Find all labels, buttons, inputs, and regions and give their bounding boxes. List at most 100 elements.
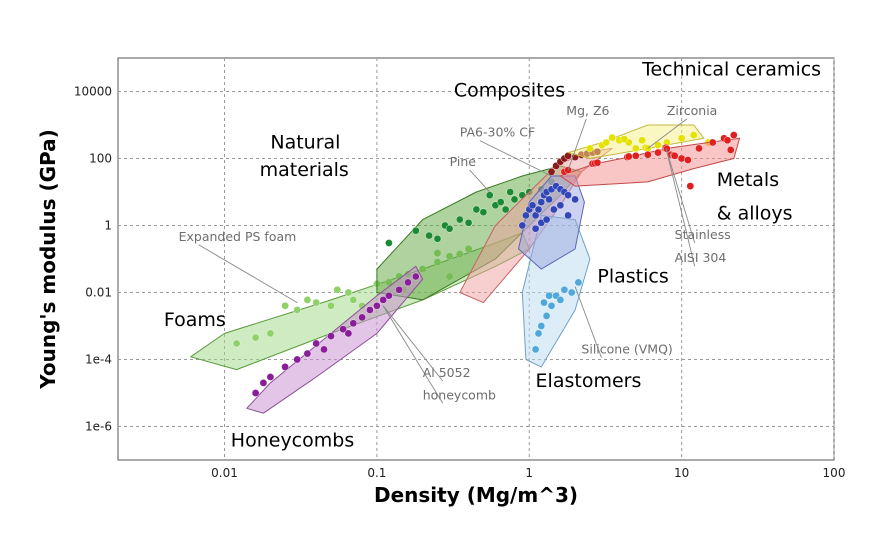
- family-technical-ceramics: [567, 124, 713, 159]
- data-point: [726, 146, 735, 154]
- data-point: [411, 272, 420, 281]
- x-tick-label: 10: [674, 466, 689, 480]
- data-point: [547, 301, 556, 310]
- y-tick-label: 1: [104, 219, 112, 233]
- data-point: [602, 138, 611, 147]
- annotation-leader: [665, 148, 696, 243]
- data-point: [638, 136, 646, 145]
- family-label: Elastomers: [536, 370, 642, 392]
- data-point: [723, 136, 732, 145]
- data-point: [349, 296, 358, 304]
- data-point: [344, 329, 353, 338]
- data-point: [684, 156, 692, 164]
- data-point: [695, 144, 703, 153]
- y-tick-label: 1e-4: [85, 353, 112, 367]
- data-point: [455, 215, 464, 224]
- family-label: Technical ceramics: [641, 59, 821, 81]
- envelope-plastics: [518, 175, 585, 270]
- data-point: [567, 288, 576, 297]
- data-point: [485, 191, 494, 199]
- data-point: [327, 301, 335, 310]
- family-label: Honeycombs: [231, 430, 354, 452]
- data-point: [560, 285, 569, 294]
- data-point: [670, 151, 679, 160]
- data-point: [320, 345, 328, 354]
- data-point: [531, 224, 540, 233]
- family-label: materials: [260, 159, 349, 181]
- data-point: [479, 208, 488, 216]
- x-tick-label: 1: [525, 466, 533, 480]
- data-point: [425, 231, 433, 240]
- family-label: Composites: [454, 80, 565, 102]
- data-point: [564, 166, 572, 174]
- data-point: [608, 133, 617, 142]
- annotation-leader: [382, 305, 444, 382]
- data-point: [654, 148, 662, 157]
- annotation-leader: [469, 169, 491, 193]
- annotation-label: Mg, Z6: [566, 103, 609, 118]
- tick-labels: 0.01 0.1 1 10 100 10000 100 1 0.01 1e-4 1e-6: [74, 85, 846, 481]
- x-tick-label: 100: [823, 466, 846, 480]
- data-point: [327, 332, 335, 340]
- data-point: [385, 291, 393, 300]
- data-point: [445, 224, 454, 233]
- data-point: [537, 322, 546, 330]
- data-point: [556, 201, 565, 210]
- data-point: [472, 205, 481, 214]
- data-point: [395, 285, 403, 294]
- data-point: [506, 188, 515, 196]
- annotation-label: Zirconia: [667, 103, 717, 118]
- data-point: [632, 144, 640, 153]
- data-point: [281, 301, 289, 310]
- data-point: [540, 298, 548, 307]
- data-point: [522, 211, 530, 220]
- annotation-leader: [479, 140, 552, 177]
- y-tick-label: 1e-6: [85, 420, 112, 434]
- data-point: [464, 218, 473, 227]
- data-point: [564, 191, 572, 199]
- annotation-label: PA6-30% CF: [460, 125, 535, 140]
- family-labels: Technical ceramics Composites Natural mater…: [164, 59, 821, 452]
- data-point: [312, 339, 321, 348]
- data-point: [366, 306, 374, 314]
- data-point: [593, 158, 602, 167]
- data-point: [281, 363, 289, 371]
- family-label: Plastics: [597, 265, 668, 287]
- data-point: [496, 198, 505, 206]
- annotation-leader: [665, 148, 696, 267]
- annotation-leader: [198, 244, 298, 303]
- data-point: [358, 313, 366, 322]
- annotation-label: honeycomb: [423, 387, 496, 402]
- data-point: [564, 211, 572, 220]
- data-point: [411, 226, 420, 235]
- data-point: [333, 285, 342, 294]
- data-point: [303, 349, 312, 358]
- data-point: [379, 296, 388, 304]
- data-point: [689, 131, 698, 139]
- data-point: [686, 182, 695, 190]
- data-point: [266, 373, 275, 381]
- data-point: [251, 333, 260, 342]
- annotation-label: AISI 304: [675, 250, 727, 265]
- data-point: [266, 329, 275, 338]
- data-point: [586, 144, 594, 153]
- data-point: [545, 291, 553, 300]
- data-point: [251, 389, 260, 397]
- data-point: [373, 301, 381, 310]
- data-point: [620, 135, 629, 143]
- data-point: [259, 379, 268, 387]
- annotation-label: Expanded PS foam: [179, 229, 297, 244]
- x-axis-title: Density (Mg/m^3): [374, 483, 578, 507]
- data-point: [708, 138, 717, 147]
- data-point: [550, 205, 558, 214]
- leader-lines: [198, 118, 696, 404]
- data-point: [339, 325, 347, 334]
- x-tick-label: 0.01: [211, 466, 238, 480]
- data-point: [654, 141, 662, 149]
- data-point: [556, 296, 565, 304]
- y-tick-label: 100: [89, 152, 112, 166]
- data-point: [232, 339, 241, 348]
- family-label: Metals: [717, 169, 779, 191]
- family-metals-alloys: [559, 131, 741, 190]
